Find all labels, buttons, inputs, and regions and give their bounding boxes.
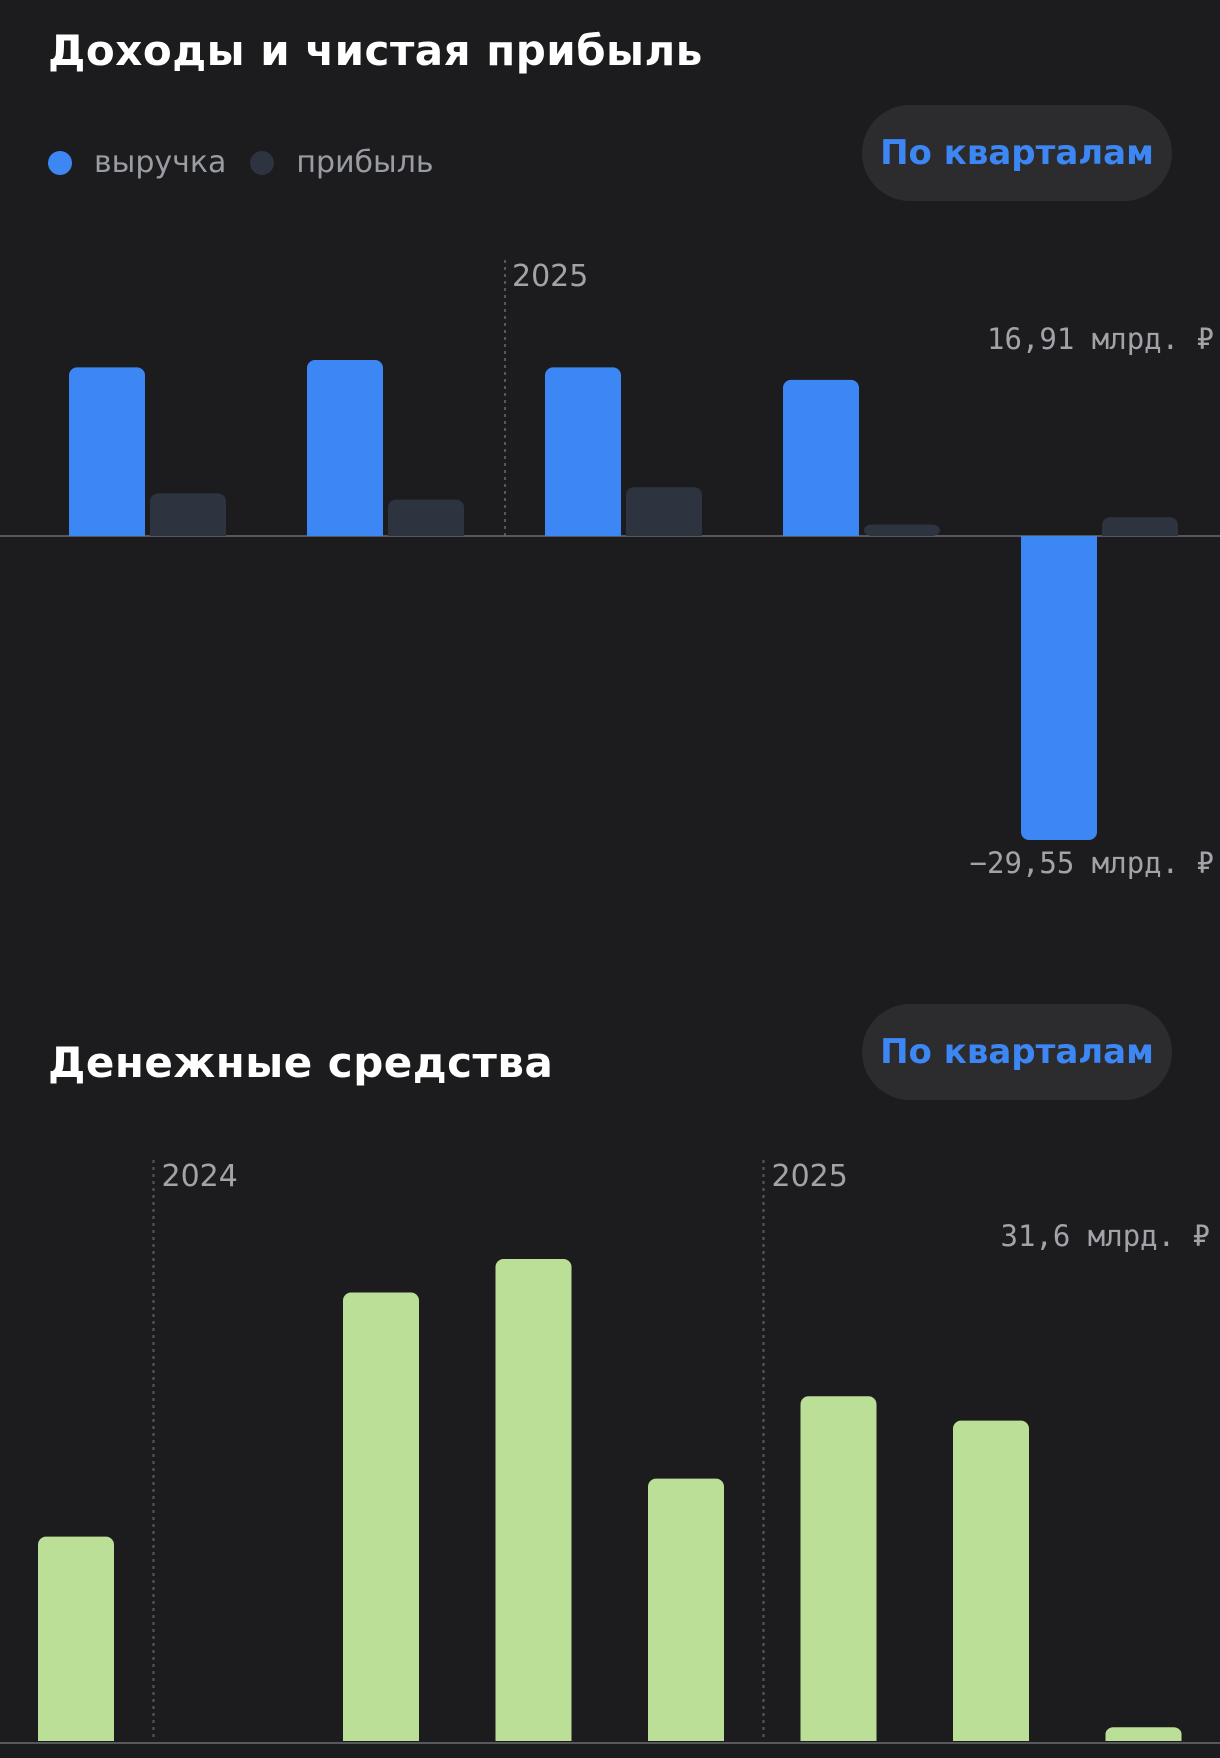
- bar-base-fill: [953, 1733, 1029, 1741]
- cash-bar-0[interactable]: [38, 1536, 114, 1741]
- legend-dot-profit: [250, 150, 275, 175]
- income-bar-chart: 2025 16,91 млрд. ₽ −29,55 млрд. ₽: [0, 259, 1220, 880]
- income-section: Доходы и чистая прибыль выручка прибыль …: [48, 26, 1172, 201]
- cash-period-toggle-button[interactable]: По кварталам: [862, 1004, 1172, 1100]
- bar-base-fill: [343, 1733, 419, 1741]
- year-label: 2025: [512, 259, 588, 294]
- profit-bar-2[interactable]: [626, 487, 702, 536]
- bar-base-fill: [1102, 528, 1178, 536]
- bar-base-fill: [69, 528, 145, 536]
- bar-base-fill: [1021, 536, 1097, 544]
- cash-bar-6[interactable]: [953, 1420, 1029, 1741]
- bar-base-fill: [800, 1733, 877, 1741]
- income-period-toggle-button[interactable]: По кварталам: [862, 105, 1172, 201]
- bar-base-fill: [783, 528, 859, 536]
- revenue-bar-2[interactable]: [545, 367, 621, 536]
- legend-item-profit: прибыль: [250, 145, 434, 180]
- bar-base-fill: [38, 1733, 114, 1741]
- bar-base-fill: [495, 1733, 572, 1741]
- income-legend: выручка прибыль: [48, 145, 458, 180]
- legend-dot-revenue: [48, 150, 72, 175]
- cash-bar-2[interactable]: [343, 1292, 419, 1741]
- bar-base-fill: [388, 528, 464, 536]
- bar-base-fill: [150, 528, 226, 536]
- cash-bar-3[interactable]: [495, 1259, 572, 1741]
- income-chart-title: Доходы и чистая прибыль: [48, 26, 703, 75]
- year-label: 2024: [162, 1159, 238, 1194]
- bar-base-fill: [626, 528, 702, 536]
- revenue-bar-3[interactable]: [783, 379, 859, 536]
- profit-bar-1[interactable]: [388, 499, 464, 536]
- revenue-bar-1[interactable]: [307, 360, 383, 536]
- profit-bar-3[interactable]: [864, 524, 940, 536]
- legend-item-revenue: выручка: [48, 145, 226, 180]
- bar-base-fill: [545, 528, 621, 536]
- cash-bar-4[interactable]: [648, 1478, 724, 1741]
- year-label: 2025: [772, 1159, 848, 1194]
- cash-max-label: 31,6 млрд. ₽: [1000, 1219, 1210, 1253]
- cash-section: Денежные средства По кварталам: [0, 980, 1220, 1758]
- cash-chart-title: Денежные средства: [48, 1038, 554, 1087]
- cash-bar-chart: 2024 2025 31,6 млрд. ₽: [0, 1159, 1220, 1744]
- bar-base-fill: [648, 1733, 724, 1741]
- income-min-label: −29,55 млрд. ₽: [970, 846, 1214, 880]
- revenue-bar-4[interactable]: [1021, 536, 1097, 840]
- profit-bar-0[interactable]: [150, 493, 226, 536]
- bar-base-fill: [307, 528, 383, 536]
- cash-bar-5[interactable]: [800, 1396, 877, 1741]
- bar-base-fill: [1105, 1733, 1182, 1741]
- income-max-label: 16,91 млрд. ₽: [987, 322, 1214, 356]
- revenue-bar-0[interactable]: [69, 367, 145, 536]
- legend-label-revenue: выручка: [94, 145, 227, 180]
- legend-label-profit: прибыль: [296, 145, 434, 180]
